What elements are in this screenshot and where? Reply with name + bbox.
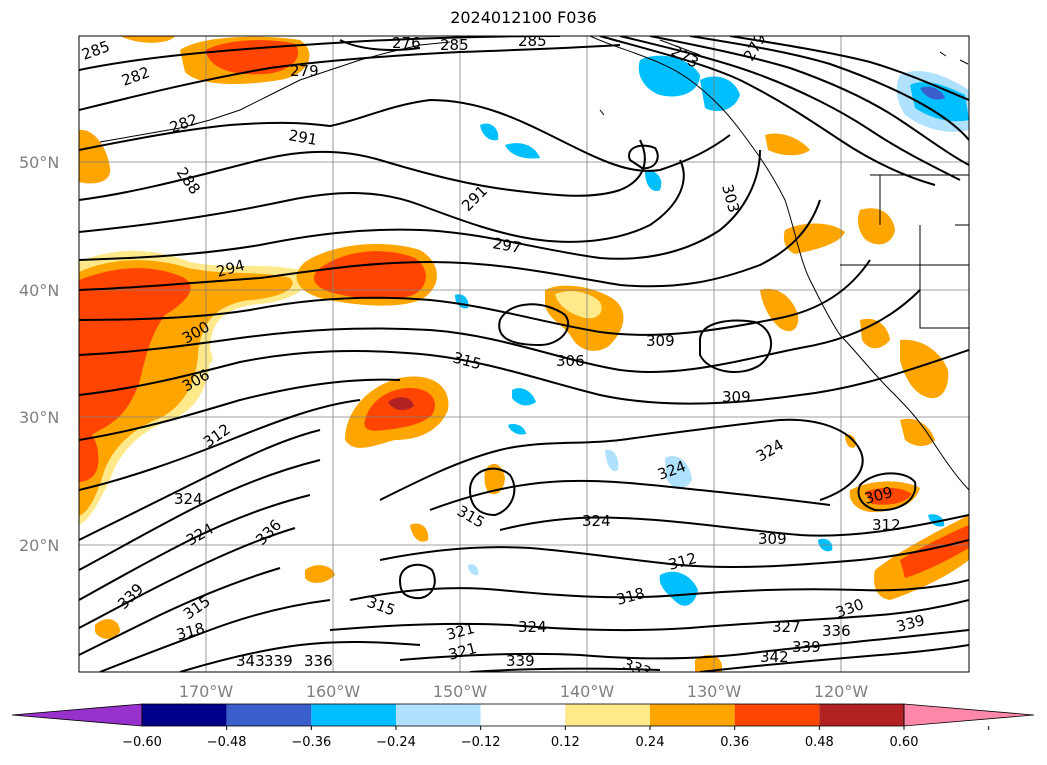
contour-label: 276	[392, 34, 421, 52]
colorbar-segment	[142, 704, 227, 726]
colorbar-tick-label: −0.60	[122, 735, 162, 750]
contour-label: 279	[290, 62, 319, 80]
colorbar-segment	[565, 704, 650, 726]
contour-label: 339	[506, 652, 535, 670]
map-background	[79, 36, 969, 672]
colorbar-segment	[819, 704, 904, 726]
contour-label: 285	[440, 36, 469, 54]
lon-label-160w: 160°W	[306, 682, 361, 701]
map-frame	[78, 35, 970, 673]
lon-label-170w: 170°W	[179, 682, 234, 701]
contour-label: 309	[722, 388, 751, 406]
lon-label-120w: 120°W	[814, 682, 869, 701]
colorbar-tick-label: −0.24	[376, 735, 416, 750]
colorbar-tick-label: 0.60	[890, 735, 919, 750]
colorbar-tick-label: −0.12	[461, 735, 501, 750]
lat-label-40n: 40°N	[19, 281, 59, 300]
colorbar-extend-low	[11, 703, 143, 727]
lat-label-30n: 30°N	[19, 408, 59, 427]
lon-label-140w: 140°W	[560, 682, 615, 701]
contour-label: 336	[822, 622, 851, 640]
colorbar-tick-label: 0.36	[720, 735, 749, 750]
lon-label-130w: 130°W	[687, 682, 742, 701]
contour-label: 336	[304, 652, 333, 670]
lat-label-20n: 20°N	[19, 536, 59, 555]
latitude-labels: 50°N 40°N 30°N 20°N	[19, 153, 59, 555]
contour-label: 309	[758, 530, 787, 548]
colorbar-segment	[311, 704, 396, 726]
colorbar-tick-label: 0.12	[551, 735, 580, 750]
colorbar-segment	[396, 704, 481, 726]
colorbar-tick-label: 0.24	[636, 735, 665, 750]
contour-label: 327	[772, 618, 801, 636]
contour-label: 343	[236, 652, 265, 670]
colorbar-tick-label: −0.36	[291, 735, 331, 750]
contour-label: 306	[556, 352, 585, 370]
contour-label: 342	[760, 648, 789, 666]
contour-label: 324	[174, 490, 203, 508]
contour-label: 297	[491, 234, 522, 257]
colorbar: −0.60 −0.48 −0.36 −0.24 −0.12 0.12 0.24 0.36 0.4…	[11, 703, 1035, 750]
lat-label-50n: 50°N	[19, 153, 59, 172]
contour-label: 309	[646, 332, 675, 350]
contour-label: 324	[582, 512, 611, 530]
colorbar-tick-label: 0.48	[805, 735, 834, 750]
colorbar-extend-high	[903, 703, 1035, 727]
contour-label: 312	[872, 516, 901, 534]
shading-negative	[455, 55, 969, 606]
graticule	[79, 36, 969, 672]
lon-label-150w: 150°W	[433, 682, 488, 701]
colorbar-segment	[734, 704, 820, 726]
map-title: 2024012100 F036	[450, 8, 597, 27]
contour-label: 291	[287, 126, 318, 149]
longitude-labels: 170°W 160°W 150°W 140°W 130°W 120°W	[179, 682, 869, 701]
contour-lines	[79, 36, 969, 672]
colorbar-segment	[226, 704, 312, 726]
colorbar-frame	[141, 703, 905, 727]
colorbar-segment	[650, 704, 735, 726]
colorbar-segment	[480, 704, 566, 726]
colorbar-tick-label: −0.48	[207, 735, 247, 750]
contour-label: 324	[518, 618, 547, 636]
contour-label: 285	[518, 32, 547, 50]
contour-label: 339	[264, 652, 293, 670]
contour-label: 339	[792, 638, 821, 656]
